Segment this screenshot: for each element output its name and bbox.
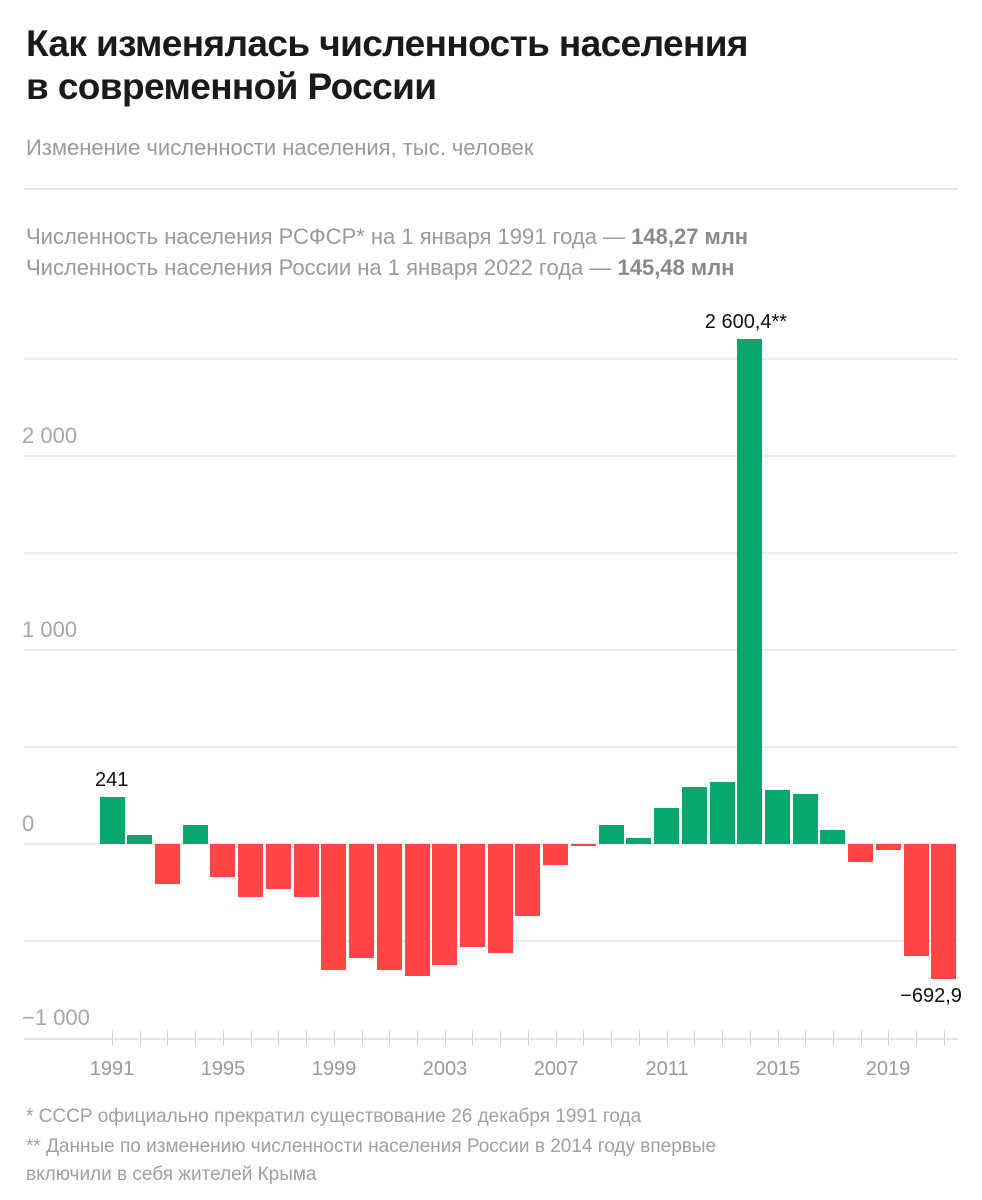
population-2022-label: Численность населения России на 1 января…	[26, 255, 618, 280]
x-axis-tick	[417, 1030, 418, 1046]
x-axis-tick	[639, 1030, 640, 1046]
bar-2007	[543, 844, 568, 866]
bar-2014	[737, 339, 762, 844]
population-change-chart: −1 000 0 1 000 2 000 1991 1995 1999 2003 2007 201…	[22, 311, 962, 1080]
bar-1994	[183, 824, 208, 844]
x-axis-tick	[389, 1030, 390, 1046]
x-axis-label: 2015	[755, 1058, 801, 1080]
population-1991-info: Численность населения РСФСР* на 1 января…	[26, 224, 748, 250]
bar-2010	[626, 837, 651, 844]
x-axis-tick	[306, 1030, 307, 1046]
bar-2018	[848, 844, 873, 863]
chart-subtitle: Изменение численности населения, тыс. че…	[26, 135, 534, 160]
title-line-1: Как изменялась численность населения	[26, 23, 748, 64]
y-axis-label: 0	[22, 811, 35, 836]
x-axis-tick	[528, 1030, 529, 1046]
bar-1993	[155, 844, 180, 884]
x-axis-label: 2007	[533, 1058, 579, 1080]
x-axis-tick	[861, 1030, 862, 1046]
data-label-2021: −692,9	[900, 984, 962, 1007]
footnote-2-line-1: ** Данные по изменению численности насел…	[26, 1136, 717, 1157]
x-axis-tick	[722, 1030, 723, 1046]
bar-1998	[294, 844, 319, 898]
bar-2003	[432, 844, 457, 966]
x-axis-label: 2011	[645, 1058, 689, 1080]
data-label-2014: 2 600,4**	[704, 311, 788, 333]
y-axis-label: −1 000	[22, 1005, 90, 1031]
title-line-2: в современной России	[26, 66, 437, 107]
x-axis-label: 2019	[865, 1058, 911, 1080]
x-axis-tick	[833, 1030, 834, 1046]
divider	[24, 188, 958, 190]
page-title: Как изменялась численность населения в с…	[26, 22, 926, 108]
y-axis-label: 1 000	[22, 616, 78, 642]
bar-2009	[599, 824, 624, 844]
x-axis-tick	[778, 1030, 779, 1046]
x-axis-tick	[667, 1030, 668, 1046]
bar-1991	[100, 797, 125, 844]
x-axis-tick	[611, 1030, 612, 1046]
bar-2000	[349, 844, 374, 958]
bar-1997	[266, 844, 291, 890]
x-axis-tick	[362, 1030, 363, 1046]
gridline	[24, 454, 958, 457]
x-axis-tick	[556, 1030, 557, 1046]
x-axis-tick	[500, 1030, 501, 1046]
x-axis-label: 2003	[422, 1058, 468, 1080]
bar-2006	[515, 844, 540, 917]
bar-2004	[460, 844, 485, 947]
x-axis-tick	[694, 1030, 695, 1046]
gridline	[24, 648, 958, 651]
x-axis-tick	[112, 1030, 113, 1046]
x-axis-tick	[944, 1030, 945, 1046]
population-2022-info: Численность населения России на 1 января…	[26, 255, 734, 281]
x-axis-label: 1991	[89, 1058, 135, 1080]
bar-2020	[904, 844, 929, 957]
x-axis-label: 1999	[311, 1058, 357, 1080]
x-axis-tick	[223, 1030, 224, 1046]
x-axis-tick	[888, 1030, 889, 1046]
x-axis-tick	[278, 1030, 279, 1046]
bar-2011	[654, 807, 679, 844]
x-axis-label: 1995	[200, 1058, 246, 1080]
bar-2016	[793, 793, 818, 844]
x-axis-tick	[805, 1030, 806, 1046]
population-1991-label: Численность населения РСФСР* на 1 января…	[26, 224, 632, 249]
bar-2008	[571, 844, 596, 846]
data-label-1991: 241	[95, 769, 129, 792]
x-axis-tick	[750, 1030, 751, 1046]
x-axis-tick	[445, 1030, 446, 1046]
gridline	[24, 357, 958, 360]
gridline	[24, 745, 958, 748]
bar-1999	[321, 844, 346, 971]
bar-1992	[127, 834, 152, 844]
bar-2015	[765, 790, 790, 844]
x-axis-line	[24, 1038, 958, 1040]
x-axis-tick	[251, 1030, 252, 1046]
bar-2019	[876, 844, 901, 851]
x-axis-tick	[195, 1030, 196, 1046]
population-1991-value: 148,27 млн	[631, 224, 749, 249]
footnote-2-line-2: включили в себя жителей Крыма	[26, 1164, 317, 1185]
bar-2013	[710, 782, 735, 844]
x-axis-tick	[916, 1030, 917, 1046]
footnote-1: * СССР официально прекратил существовани…	[26, 1106, 642, 1127]
x-axis-tick	[583, 1030, 584, 1046]
bar-2017	[820, 830, 845, 844]
bar-2001	[377, 844, 402, 971]
bar-1995	[210, 844, 235, 877]
bar-1996	[238, 844, 263, 898]
x-axis-tick	[334, 1030, 335, 1046]
bar-2012	[682, 787, 707, 844]
y-axis-label: 2 000	[22, 422, 78, 448]
gridline	[24, 551, 958, 554]
x-axis-tick	[140, 1030, 141, 1046]
bar-2005	[488, 844, 513, 953]
bar-2021	[931, 844, 956, 979]
x-axis-tick	[167, 1030, 168, 1046]
population-2022-value: 145,48 млн	[617, 255, 735, 280]
x-axis-tick	[472, 1030, 473, 1046]
bar-2002	[405, 844, 430, 977]
